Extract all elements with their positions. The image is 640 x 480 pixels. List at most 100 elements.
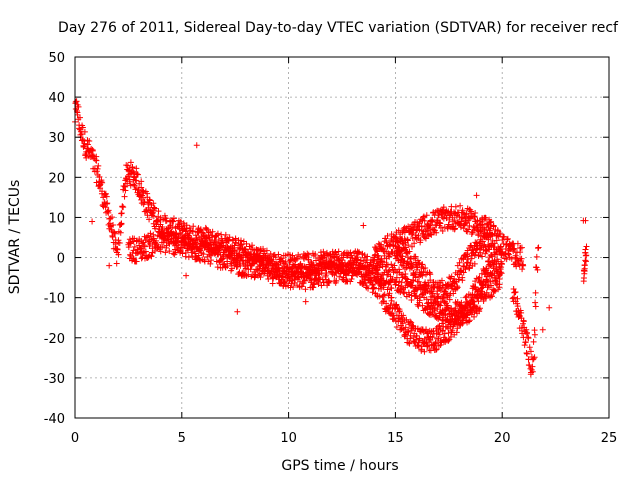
- data-point: [214, 230, 221, 237]
- y-tick-label: 10: [48, 211, 65, 226]
- data-point: [412, 274, 419, 281]
- data-point: [385, 268, 392, 275]
- data-point: [199, 229, 206, 236]
- data-point: [456, 271, 463, 278]
- data-point: [115, 251, 122, 258]
- data-point: [325, 277, 332, 284]
- data-point: [79, 124, 86, 131]
- data-point: [243, 240, 250, 247]
- data-point: [146, 197, 153, 204]
- data-point: [427, 277, 434, 284]
- data-point: [399, 253, 406, 260]
- data-point: [393, 301, 400, 308]
- data-point: [454, 283, 461, 290]
- data-point: [477, 221, 484, 228]
- data-point: [76, 125, 83, 132]
- y-tick-label: 40: [48, 91, 65, 106]
- data-point: [391, 262, 398, 269]
- data-point: [396, 251, 403, 258]
- data-point: [437, 287, 444, 294]
- y-tick-label: -40: [44, 412, 65, 427]
- data-point: [406, 248, 413, 255]
- data-point: [534, 266, 541, 273]
- data-point: [476, 306, 483, 313]
- data-point: [203, 235, 210, 242]
- data-point: [133, 165, 140, 172]
- data-point: [413, 227, 420, 234]
- data-point: [266, 259, 273, 266]
- data-point: [460, 269, 467, 276]
- y-tick-label: -10: [44, 292, 65, 307]
- data-point: [452, 203, 459, 210]
- data-point: [398, 279, 405, 286]
- data-point: [308, 277, 315, 284]
- data-point: [446, 296, 453, 303]
- data-point: [125, 244, 132, 251]
- data-point: [222, 231, 229, 238]
- data-point: [380, 292, 387, 299]
- data-point: [512, 252, 519, 259]
- data-point: [493, 268, 500, 275]
- data-point: [142, 248, 149, 255]
- data-point: [140, 249, 147, 256]
- data-point: [130, 168, 137, 175]
- data-point: [438, 277, 445, 284]
- data-point: [462, 266, 469, 273]
- data-point: [417, 237, 424, 244]
- data-point: [301, 277, 308, 284]
- data-point: [461, 304, 468, 311]
- data-point: [93, 179, 100, 186]
- data-point: [120, 204, 127, 211]
- data-point: [169, 224, 176, 231]
- data-point: [424, 285, 431, 292]
- data-point: [395, 244, 402, 251]
- data-point: [415, 278, 422, 285]
- data-point: [228, 265, 235, 272]
- y-tick-label: 30: [48, 131, 65, 146]
- data-point: [407, 332, 414, 339]
- data-point: [419, 272, 426, 279]
- data-point: [116, 240, 123, 247]
- data-point: [153, 218, 160, 225]
- data-point: [440, 291, 447, 298]
- data-point: [102, 204, 109, 211]
- data-point: [152, 225, 159, 232]
- data-point: [193, 142, 200, 149]
- data-point: [396, 266, 403, 273]
- data-point: [437, 224, 444, 231]
- data-point: [490, 222, 497, 229]
- data-point: [450, 290, 457, 297]
- data-point: [343, 277, 350, 284]
- data-point: [275, 251, 282, 258]
- data-point: [130, 255, 137, 262]
- data-point: [583, 252, 590, 259]
- data-point: [197, 247, 204, 254]
- data-point: [393, 324, 400, 331]
- y-axis-label: SDTVAR / TECUs: [7, 180, 23, 295]
- data-point: [238, 237, 245, 244]
- data-point: [423, 326, 430, 333]
- data-point: [450, 308, 457, 315]
- data-point: [156, 233, 163, 240]
- data-point: [190, 243, 197, 250]
- data-point: [81, 128, 88, 135]
- data-point: [147, 230, 154, 237]
- x-tick-label: 10: [280, 431, 297, 446]
- data-point: [409, 235, 416, 242]
- data-point: [406, 340, 413, 347]
- data-point: [297, 253, 304, 260]
- data-point: [272, 254, 279, 261]
- data-point: [533, 253, 540, 260]
- data-point: [408, 231, 415, 238]
- data-point: [386, 290, 393, 297]
- data-point: [159, 216, 166, 223]
- data-point: [201, 257, 208, 264]
- data-point: [415, 223, 422, 230]
- data-point: [121, 193, 128, 200]
- data-point: [150, 200, 157, 207]
- data-point: [219, 255, 226, 262]
- data-point: [412, 253, 419, 260]
- data-point: [457, 202, 464, 209]
- data-point: [190, 223, 197, 230]
- y-tick-label: 50: [48, 51, 65, 66]
